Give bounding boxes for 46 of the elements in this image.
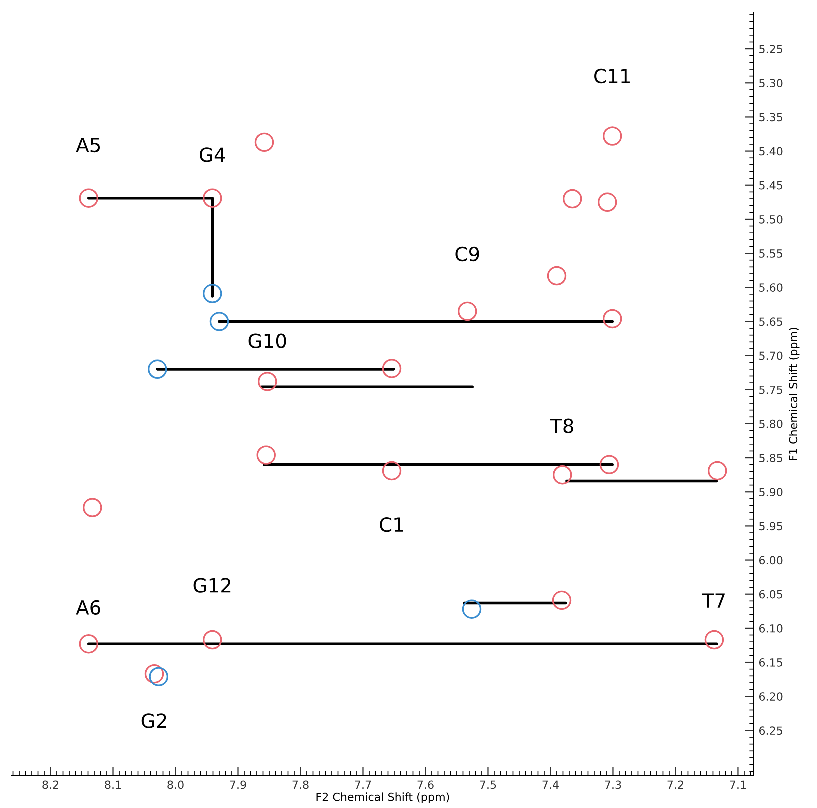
y-tick-label: 6.00 [759, 556, 783, 565]
x-tick-label: 8.2 [42, 780, 58, 790]
annotation: C1 [380, 517, 404, 532]
x-tick-label: 7.9 [230, 780, 246, 790]
y-tick-label: 5.90 [760, 488, 783, 496]
y-tick-label: 5.70 [760, 352, 783, 360]
y-tick-label: 5.35 [760, 113, 782, 122]
annotation: G12 [194, 578, 231, 593]
x-tick-label: 8.1 [105, 780, 122, 790]
x-tick-label: 7.8 [292, 780, 309, 790]
y-tick-label: 5.80 [760, 420, 783, 428]
y-tick-label: 5.45 [760, 182, 782, 190]
annotation: T8 [550, 418, 574, 434]
annotation: A5 [76, 138, 100, 153]
x-tick-label: 7.6 [418, 780, 434, 790]
y-tick-label: 5.25 [760, 45, 782, 54]
y-tick-label: 5.60 [760, 284, 783, 292]
y-tick-label: 6.25 [759, 726, 782, 736]
y-tick-label: 6.05 [759, 590, 782, 599]
y-tick-label: 5.75 [760, 386, 782, 394]
y-tick-label: 6.20 [759, 692, 783, 701]
annotation: A6 [76, 600, 100, 616]
y-tick-label: 5.30 [760, 79, 783, 88]
y-tick-label: 6.10 [759, 624, 783, 633]
x-axis-title: F2 Chemical Shift (ppm) [316, 792, 450, 804]
y-tick-label: 5.85 [760, 454, 782, 462]
x-tick-label: 8.0 [168, 780, 184, 790]
y-tick-label: 6.15 [759, 658, 782, 667]
annotation: G4 [200, 148, 226, 162]
annotation: C9 [456, 246, 480, 262]
annotation: G10 [248, 334, 286, 348]
annotation: C11 [594, 68, 630, 84]
y-tick-label: 5.65 [760, 318, 782, 326]
annotation: G2 [142, 714, 166, 728]
x-tick-label: 7.5 [480, 780, 496, 790]
annotation: T7 [702, 594, 725, 608]
y-tick-label: 5.95 [760, 522, 782, 531]
x-tick-label: 7.7 [355, 780, 372, 789]
x-tick-label: 7.2 [668, 780, 684, 789]
y-tick-label: 5.50 [760, 215, 783, 224]
y-axis-title: F1 Chemical Shift (ppm) [789, 328, 800, 460]
y-tick-label: 5.55 [760, 250, 782, 258]
x-tick-label: 7.1 [730, 780, 746, 789]
x-tick-label: 7.4 [542, 780, 559, 789]
x-tick-label: 7.3 [605, 780, 622, 790]
y-tick-label: 5.40 [760, 147, 783, 156]
